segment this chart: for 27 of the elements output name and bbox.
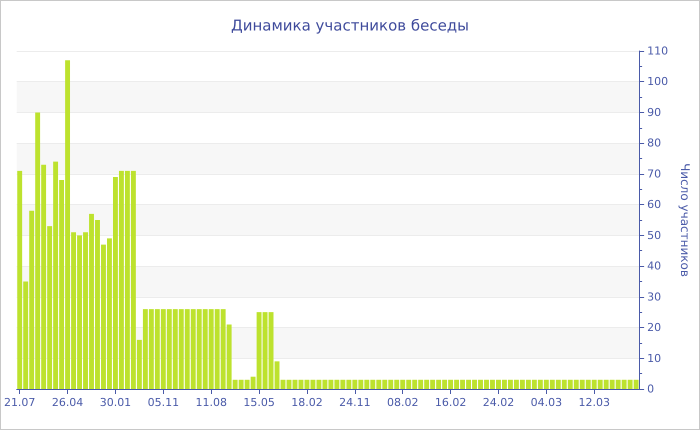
y-tick-label: 90 (647, 106, 662, 119)
x-tick-label: 30.01 (100, 396, 132, 409)
y-tick-label: 100 (647, 75, 668, 88)
x-tick-label: 04.03 (530, 396, 562, 409)
y-tick-label: 40 (647, 260, 662, 273)
x-tick-label: 11.08 (195, 396, 227, 409)
y-tick-label: 60 (647, 198, 662, 212)
y-tick-label: 50 (647, 228, 662, 242)
x-tick-label: 26.04 (52, 396, 84, 409)
x-tick-label: 24.02 (482, 396, 514, 409)
x-tick-label: 16.02 (434, 396, 466, 409)
y-axis-title: Число участников (678, 163, 692, 277)
x-tick-label: 18.02 (291, 396, 323, 409)
y-tick-label: 20 (647, 321, 662, 334)
x-tick-label: 24.11 (339, 396, 371, 409)
y-tick-label: 110 (647, 44, 668, 58)
x-tick-label: 08.02 (386, 396, 418, 409)
y-tick-label: 80 (647, 136, 662, 150)
y-tick-label: 10 (647, 352, 662, 365)
y-tick-label: 70 (647, 167, 662, 180)
x-tick-label: 15.05 (243, 396, 275, 409)
x-tick-label: 05.11 (148, 396, 180, 409)
y-tick-label: 30 (647, 290, 662, 304)
x-tick-label: 21.07 (4, 396, 36, 409)
x-tick-label: 12.03 (578, 396, 610, 409)
y-tick-label: 0 (647, 382, 654, 396)
chart-title: Динамика участников беседы (230, 16, 470, 34)
